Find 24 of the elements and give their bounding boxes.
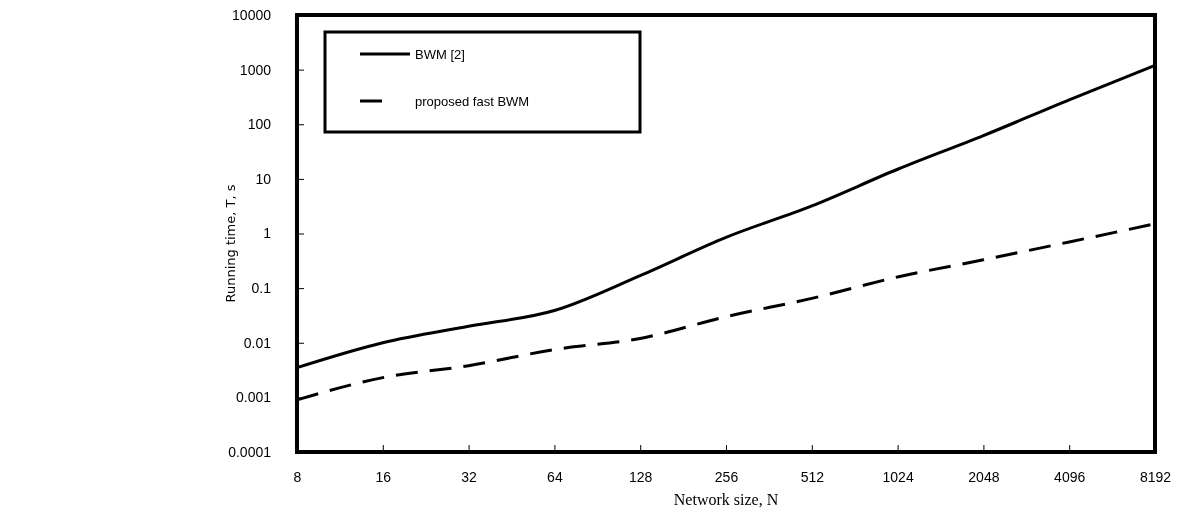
x-tick-label: 8 [293, 468, 302, 485]
y-tick-label: 0.1 [251, 280, 272, 297]
y-tick-label: 0.0001 [228, 443, 272, 460]
y-tick-label: 0.01 [243, 334, 272, 351]
x-tick-label: 128 [629, 468, 653, 485]
legend-label: BWM [2] [415, 47, 465, 62]
y-axis-title: Running time, T, s [223, 184, 238, 303]
x-tick-label: 8192 [1139, 468, 1172, 485]
legend-label: proposed fast BWM [415, 94, 530, 109]
y-tick-label: 10000 [232, 6, 272, 23]
y-tick-label: 100 [247, 116, 272, 133]
y-tick-label: 1 [263, 225, 272, 242]
x-tick-label: 1024 [882, 468, 914, 485]
x-tick-label: 4096 [1054, 468, 1086, 485]
x-tick-label: 512 [800, 468, 825, 485]
y-tick-label: 0.001 [235, 389, 272, 406]
y-tick-label: 1000 [239, 61, 272, 78]
y-tick-label: 10 [255, 170, 272, 187]
x-tick-label: 256 [714, 468, 739, 485]
x-tick-label: 32 [461, 468, 478, 485]
x-axis-title: Network size, N [673, 491, 779, 508]
x-tick-label: 2048 [968, 468, 1000, 485]
x-tick-label: 16 [375, 468, 392, 485]
x-tick-label: 64 [547, 468, 563, 485]
